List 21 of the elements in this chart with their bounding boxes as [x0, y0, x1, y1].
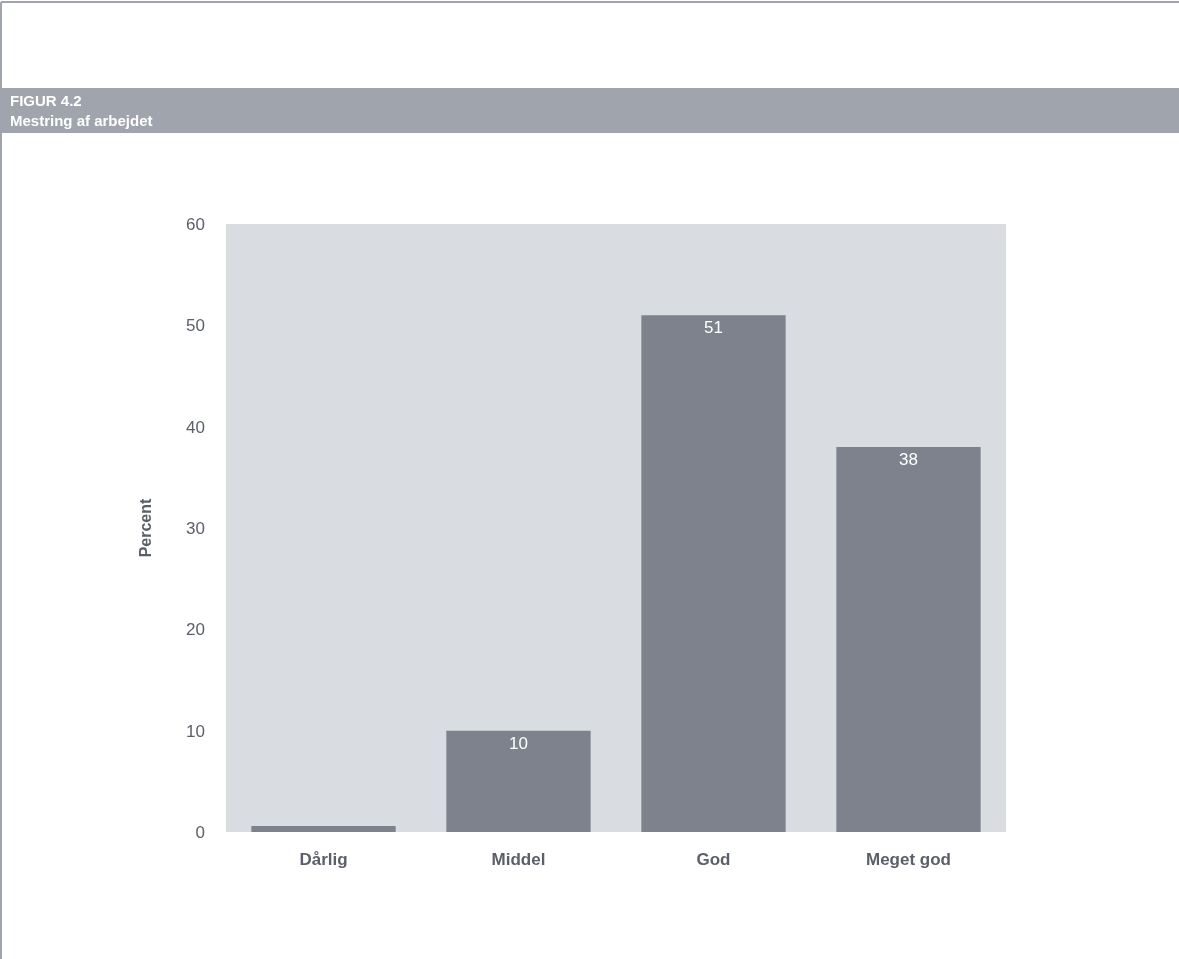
x-tick-label: Meget god — [866, 850, 951, 869]
data-label: 51 — [704, 318, 723, 338]
y-tick-label: 10 — [186, 721, 205, 741]
bar — [446, 730, 591, 832]
data-label: 10 — [509, 733, 528, 753]
text: Mestring af arbejdet — [10, 111, 153, 129]
y-tick-label: 50 — [186, 316, 205, 336]
y-tick-label: 40 — [186, 417, 205, 437]
y-tick-label: 30 — [186, 518, 205, 538]
bar — [836, 446, 981, 832]
y-axis-title: Percent — [136, 497, 154, 558]
text: FIGUR 4.2 — [10, 92, 82, 109]
y-tick-label: 0 — [195, 822, 205, 842]
bar — [251, 825, 396, 832]
y-tick-label: 60 — [186, 214, 205, 234]
y-tick-label: 20 — [186, 620, 205, 640]
x-tick-label: God — [696, 850, 731, 869]
bar — [641, 315, 786, 832]
x-tick-label: Middel — [491, 850, 546, 869]
x-tick-label: Dårlig — [299, 850, 348, 869]
data-label: 38 — [899, 449, 918, 469]
